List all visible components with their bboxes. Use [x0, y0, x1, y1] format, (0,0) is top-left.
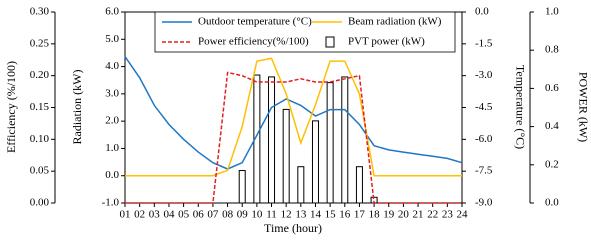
- x-tick-label: 12: [281, 209, 292, 221]
- y2-tick-label: -1.5: [475, 37, 493, 49]
- x-tick-label: 02: [134, 209, 145, 221]
- x-tick-label: 18: [369, 209, 381, 221]
- x-tick-label: 19: [383, 209, 395, 221]
- y-tick-label: 6.0: [105, 6, 119, 18]
- legend-label: Power efficiency(%/100): [198, 36, 309, 48]
- y-tick-label: 3.0: [105, 87, 119, 99]
- y-tick-label: 0.0: [105, 169, 119, 181]
- x-tick-label: 20: [398, 209, 410, 221]
- x-tick-label: 14: [310, 209, 322, 221]
- x-tick-label: 06: [193, 209, 205, 221]
- y3-tick-label: 0.15: [30, 101, 50, 113]
- x-tick-label: 22: [427, 209, 438, 221]
- x-tick-label: 07: [207, 209, 219, 221]
- y-tick-label: -1.0: [102, 197, 120, 209]
- line: [124, 56, 463, 170]
- y3-tick-label: 0.30: [30, 6, 50, 18]
- bar: [355, 166, 363, 204]
- line: [125, 71, 462, 204]
- y2-tick-label: 0.0: [475, 6, 489, 18]
- bar: [238, 170, 246, 204]
- legend-label: PVT power (kW): [348, 36, 425, 48]
- y2-tick-label: -4.5: [475, 101, 493, 113]
- y4-tick-label: 1.0: [545, 6, 559, 18]
- x-tick-label: 17: [354, 209, 366, 221]
- line: [125, 57, 462, 177]
- y3-tick-label: 0.25: [30, 37, 50, 49]
- x-tick-label: 24: [457, 209, 469, 221]
- x-tick-label: 16: [339, 209, 351, 221]
- legend-label: Beam radiation (kW): [348, 16, 442, 28]
- x-tick-label: 09: [237, 209, 249, 221]
- y-tick-label: 4.0: [105, 60, 119, 72]
- x-tick-label: 11: [266, 209, 277, 221]
- y2-tick-label: -6.0: [475, 133, 493, 145]
- y4-tick-label: 0.8: [545, 44, 559, 56]
- x-tick-label: 05: [178, 209, 190, 221]
- bar: [297, 166, 305, 204]
- legend-label: Outdoor temperature (°C): [198, 16, 312, 28]
- x-tick-label: 01: [120, 209, 131, 221]
- y3-tick-label: 0.05: [30, 165, 50, 177]
- bar: [282, 108, 290, 204]
- y3-tick-label: 0.00: [30, 197, 50, 209]
- y4-axis-title: POWER (kW): [576, 72, 590, 142]
- bar: [341, 76, 349, 204]
- y-tick-label: 2.0: [105, 115, 119, 127]
- y2-tick-label: -9.0: [475, 197, 493, 209]
- legend-box: [154, 11, 456, 53]
- y-axis-title: Radiation (kW): [70, 70, 84, 145]
- x-tick-label: 21: [413, 209, 424, 221]
- legend-symbol: [325, 36, 335, 48]
- y-tick-label: 1.0: [105, 142, 119, 154]
- y3-axis-title: Efficiency (%/100): [4, 61, 18, 153]
- bar: [326, 82, 334, 204]
- x-tick-label: 08: [222, 209, 234, 221]
- y2-axis-title: Temperature (°C): [513, 65, 527, 149]
- bar: [253, 74, 261, 204]
- y2-tick-label: -3.0: [475, 69, 493, 81]
- x-tick-label: 10: [251, 209, 263, 221]
- y4-tick-label: 0.6: [545, 82, 559, 94]
- x-axis-title: Time (hour): [264, 221, 322, 235]
- y4-tick-label: 0.4: [545, 120, 559, 132]
- x-tick-label: 23: [442, 209, 454, 221]
- x-tick-label: 13: [295, 209, 307, 221]
- bar: [268, 76, 276, 204]
- x-tick-label: 04: [163, 209, 175, 221]
- y3-tick-label: 0.10: [30, 133, 50, 145]
- y4-tick-label: 0.0: [545, 197, 559, 209]
- y4-tick-label: 0.2: [545, 158, 559, 170]
- y3-tick-label: 0.20: [30, 69, 50, 81]
- x-tick-label: 03: [149, 209, 161, 221]
- bar: [311, 120, 319, 204]
- x-tick-label: 15: [325, 209, 337, 221]
- y-tick-label: 5.0: [105, 33, 119, 45]
- y2-tick-label: -7.5: [475, 165, 493, 177]
